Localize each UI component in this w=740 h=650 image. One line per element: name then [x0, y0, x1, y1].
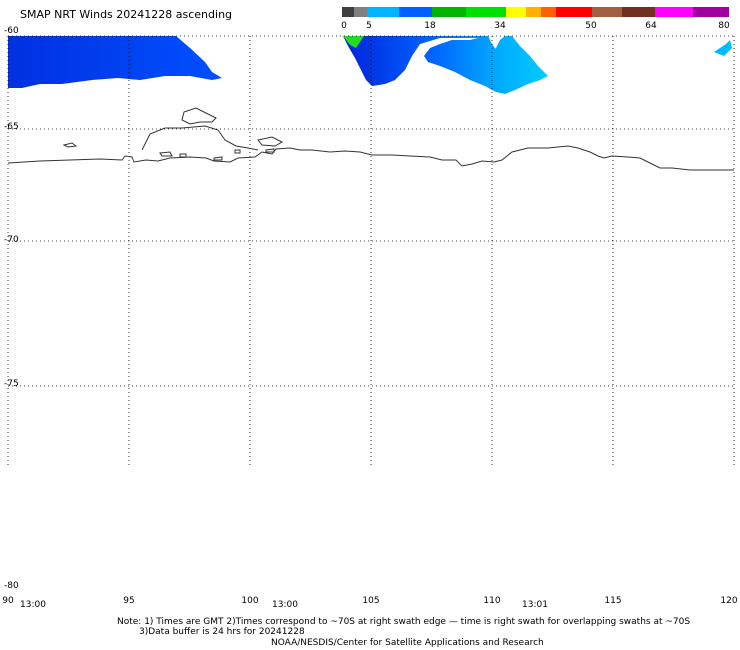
- colorbar-seg-3: [367, 7, 399, 17]
- note-line-2: 3)Data buffer is 24 hrs for 20241228: [139, 627, 305, 637]
- coastline: [7, 107, 734, 171]
- colorbar-seg-10: [556, 7, 592, 17]
- lon-label: 115: [604, 596, 622, 606]
- colorbar-seg-12: [622, 7, 655, 17]
- time-label: 13:00: [20, 600, 46, 610]
- colorbar-tick: 34: [494, 21, 506, 31]
- lat-label: -65: [4, 122, 19, 132]
- credit-line: NOAA/NESDIS/Center for Satellite Applica…: [271, 638, 544, 648]
- colorbar-seg-13: [655, 7, 693, 17]
- colorbar-seg-2: [354, 7, 367, 17]
- graticule: [7, 35, 735, 465]
- map-title: SMAP NRT Winds 20241228 ascending: [20, 8, 233, 21]
- note-line-1: Note: 1) Times are GMT 2)Times correspon…: [117, 617, 691, 627]
- colorbar-tick: 0: [341, 21, 347, 31]
- time-label: 13:00: [272, 600, 298, 610]
- colorbar-seg-7: [506, 7, 526, 17]
- colorbar-seg-5: [432, 7, 466, 17]
- time-label: 13:01: [522, 600, 548, 610]
- lon-label: 105: [362, 596, 380, 606]
- lat-label: -60: [4, 26, 19, 36]
- lon-label: 100: [241, 596, 259, 606]
- colorbar-seg-6: [466, 7, 506, 17]
- colorbar-seg-11: [592, 7, 622, 17]
- wind-swath-west: [8, 36, 222, 88]
- colorbar-tick: 80: [718, 21, 730, 31]
- lat-label: -75: [4, 379, 19, 389]
- lon-label: 95: [123, 596, 135, 606]
- wind-swath-green: [343, 36, 364, 48]
- colorbar-tick: 64: [645, 21, 657, 31]
- colorbar-seg-9: [541, 7, 556, 17]
- colorbar-seg-8: [526, 7, 541, 17]
- lon-label: 110: [483, 596, 501, 606]
- colorbar-tick: 50: [585, 21, 597, 31]
- colorbar-seg-1: [342, 7, 354, 17]
- colorbar-seg-4: [399, 7, 432, 17]
- lat-label: -70: [4, 235, 19, 245]
- colorbar-tick: 18: [424, 21, 436, 31]
- lon-label: 90: [2, 596, 14, 606]
- wind-swath-edge: [714, 40, 732, 56]
- colorbar-tick: 5: [366, 21, 372, 31]
- colorbar-seg-14: [693, 7, 729, 17]
- lon-label: 120: [720, 596, 738, 606]
- lat-label: -80: [4, 581, 19, 591]
- wind-swath-east: [343, 36, 548, 94]
